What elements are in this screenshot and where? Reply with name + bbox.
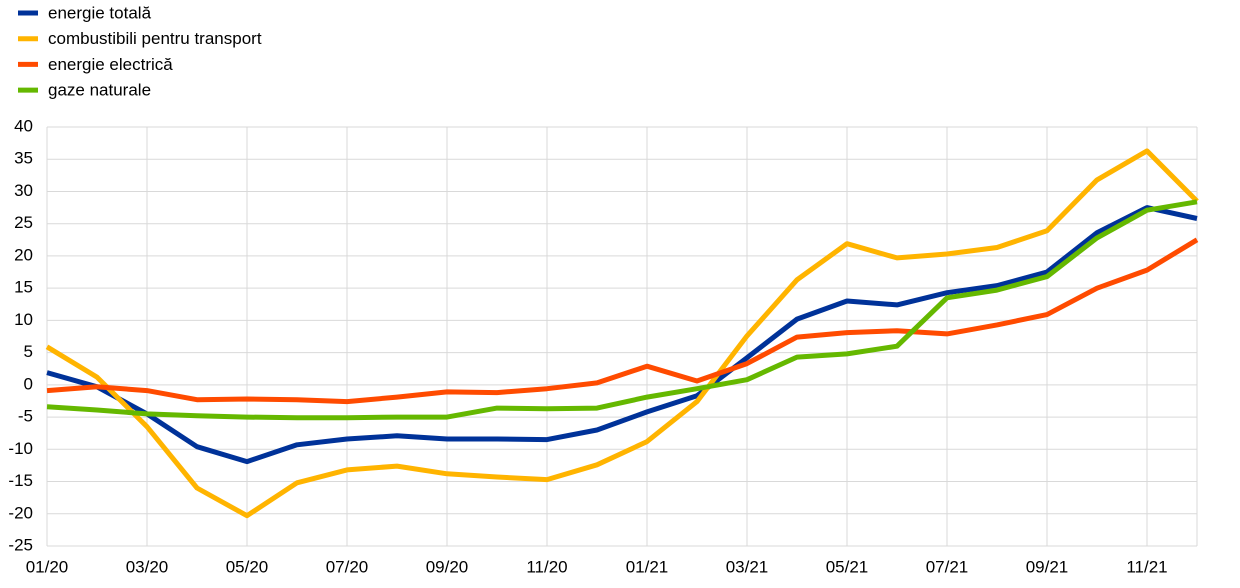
x-tick-label: 09/21 [1026, 557, 1069, 576]
x-tick-label: 01/20 [26, 557, 69, 576]
legend-label: combustibili pentru transport [48, 29, 262, 48]
x-tick-label: 09/20 [426, 557, 469, 576]
x-tick-label: 03/21 [726, 557, 769, 576]
y-tick-label: 40 [14, 116, 33, 135]
series-line [46, 205, 1198, 465]
legend-label: energie electrică [48, 55, 173, 74]
y-tick-label: 0 [24, 374, 33, 393]
x-tick-label: 03/20 [126, 557, 169, 576]
y-tick-label: -25 [8, 535, 33, 554]
x-tick-label: 11/21 [1126, 557, 1167, 576]
legend-label: gaze naturale [48, 81, 151, 100]
legend-label: energie totală [48, 3, 152, 22]
x-tick-label: 07/20 [326, 557, 369, 576]
y-tick-label: -20 [8, 503, 33, 522]
y-tick-label: 5 [24, 342, 33, 361]
x-tick-label: 01/21 [626, 557, 669, 576]
series-line [46, 237, 1199, 405]
y-tick-label: 20 [14, 245, 33, 264]
y-tick-label: -15 [8, 471, 33, 490]
x-tick-label: 11/20 [526, 557, 567, 576]
series-line [45, 148, 1199, 519]
series-line [46, 199, 1198, 421]
y-tick-label: 10 [14, 310, 33, 329]
y-tick-label: 25 [14, 213, 33, 232]
y-tick-label: 35 [14, 149, 33, 168]
y-tick-label: -10 [8, 439, 33, 458]
x-tick-label: 07/21 [926, 557, 969, 576]
y-tick-label: -5 [18, 407, 33, 426]
y-tick-label: 30 [14, 181, 33, 200]
y-tick-label: 15 [14, 278, 33, 297]
x-tick-label: 05/20 [226, 557, 269, 576]
x-tick-label: 05/21 [826, 557, 869, 576]
